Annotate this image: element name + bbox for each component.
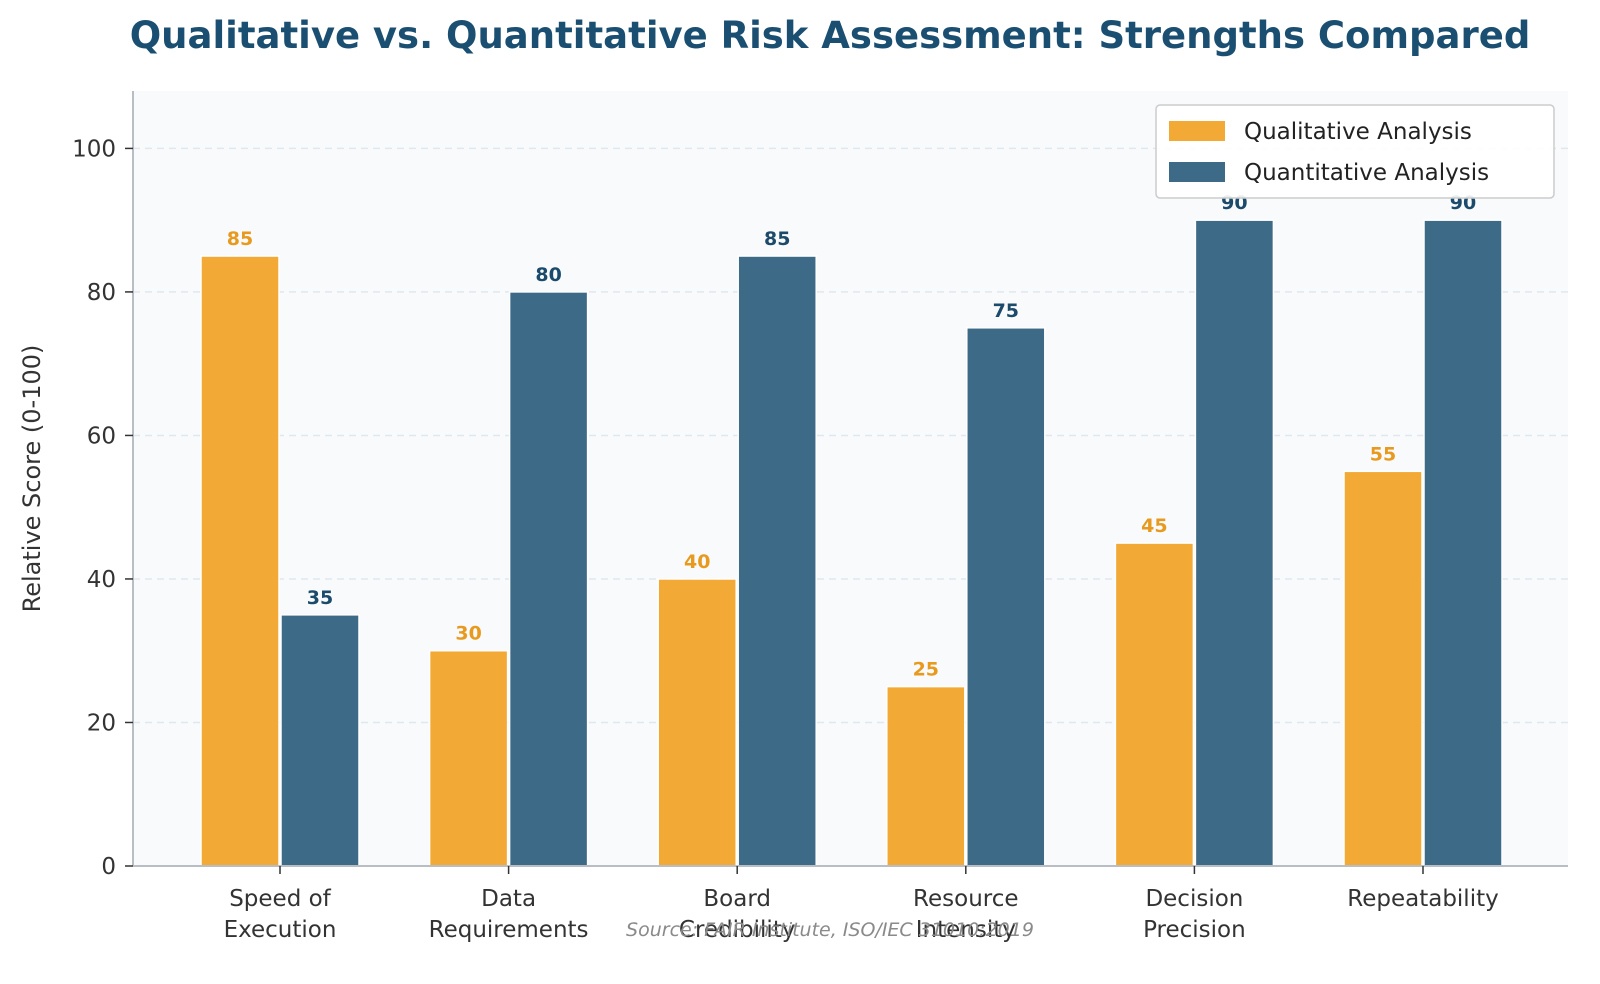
legend: Qualitative Analysis Quantitative Analysi… <box>1155 104 1555 199</box>
data-label: 75 <box>993 300 1019 322</box>
x-tick-label: Resource <box>913 886 1018 912</box>
bar-qualitative <box>200 255 280 867</box>
x-tick-label: Execution <box>224 917 337 943</box>
data-label: 45 <box>1141 515 1167 537</box>
data-label: 55 <box>1370 443 1396 465</box>
data-label: 30 <box>455 623 481 645</box>
data-label: 35 <box>307 587 333 609</box>
y-axis-label: Relative Score (0-100) <box>18 345 46 613</box>
x-tick-label: Speed of <box>229 886 331 912</box>
y-tick-label: 40 <box>87 567 116 593</box>
y-tick-label: 60 <box>87 423 116 449</box>
legend-swatch <box>1169 162 1225 182</box>
y-axis-ticks: 0 20 40 60 80 100 <box>72 136 133 880</box>
bar-qualitative <box>657 578 737 867</box>
data-label: 80 <box>535 264 561 286</box>
y-tick-label: 80 <box>87 280 116 306</box>
x-tick-label: Requirements <box>429 917 589 943</box>
source-note: Source: FAIR Institute, ISO/IEC 31010:20… <box>626 919 1034 941</box>
x-axis-ticks: Speed of Execution Data Requirements Board Cr… <box>224 866 1499 943</box>
x-tick-label: Repeatability <box>1347 886 1498 912</box>
data-label: 25 <box>913 659 939 681</box>
bar-qualitative <box>1343 470 1423 867</box>
y-tick-label: 0 <box>101 854 116 880</box>
legend-label: Quantitative Analysis <box>1244 160 1489 186</box>
bar-quantitative <box>280 614 360 867</box>
x-tick-label: Decision <box>1145 886 1243 912</box>
x-tick-label: Credibility <box>679 917 796 943</box>
plot-background <box>133 91 1568 866</box>
x-tick-label: Board <box>703 886 771 912</box>
bar-quantitative <box>737 255 817 867</box>
axes <box>132 91 1568 867</box>
bar-quantitative <box>1423 219 1503 867</box>
bar-qualitative <box>428 649 509 867</box>
legend-box <box>1155 104 1555 199</box>
legend-label: Qualitative Analysis <box>1244 119 1472 145</box>
data-label: 85 <box>227 228 253 250</box>
bars <box>200 219 1503 867</box>
x-tick-label: Intensity <box>916 917 1016 943</box>
legend-swatch <box>1169 121 1225 141</box>
data-label: 85 <box>764 228 790 250</box>
x-tick-label: Data <box>481 886 536 912</box>
bar-qualitative <box>886 685 966 867</box>
bar-qualitative <box>1114 542 1195 867</box>
chart-title: Qualitative vs. Quantitative Risk Assess… <box>130 14 1531 57</box>
bar-quantitative <box>508 291 589 867</box>
data-label: 40 <box>684 551 710 573</box>
bar-quantitative <box>1194 219 1275 867</box>
bar-quantitative <box>966 327 1046 867</box>
y-tick-label: 100 <box>72 136 116 162</box>
x-tick-label: Precision <box>1143 917 1246 943</box>
y-tick-label: 20 <box>87 710 116 736</box>
